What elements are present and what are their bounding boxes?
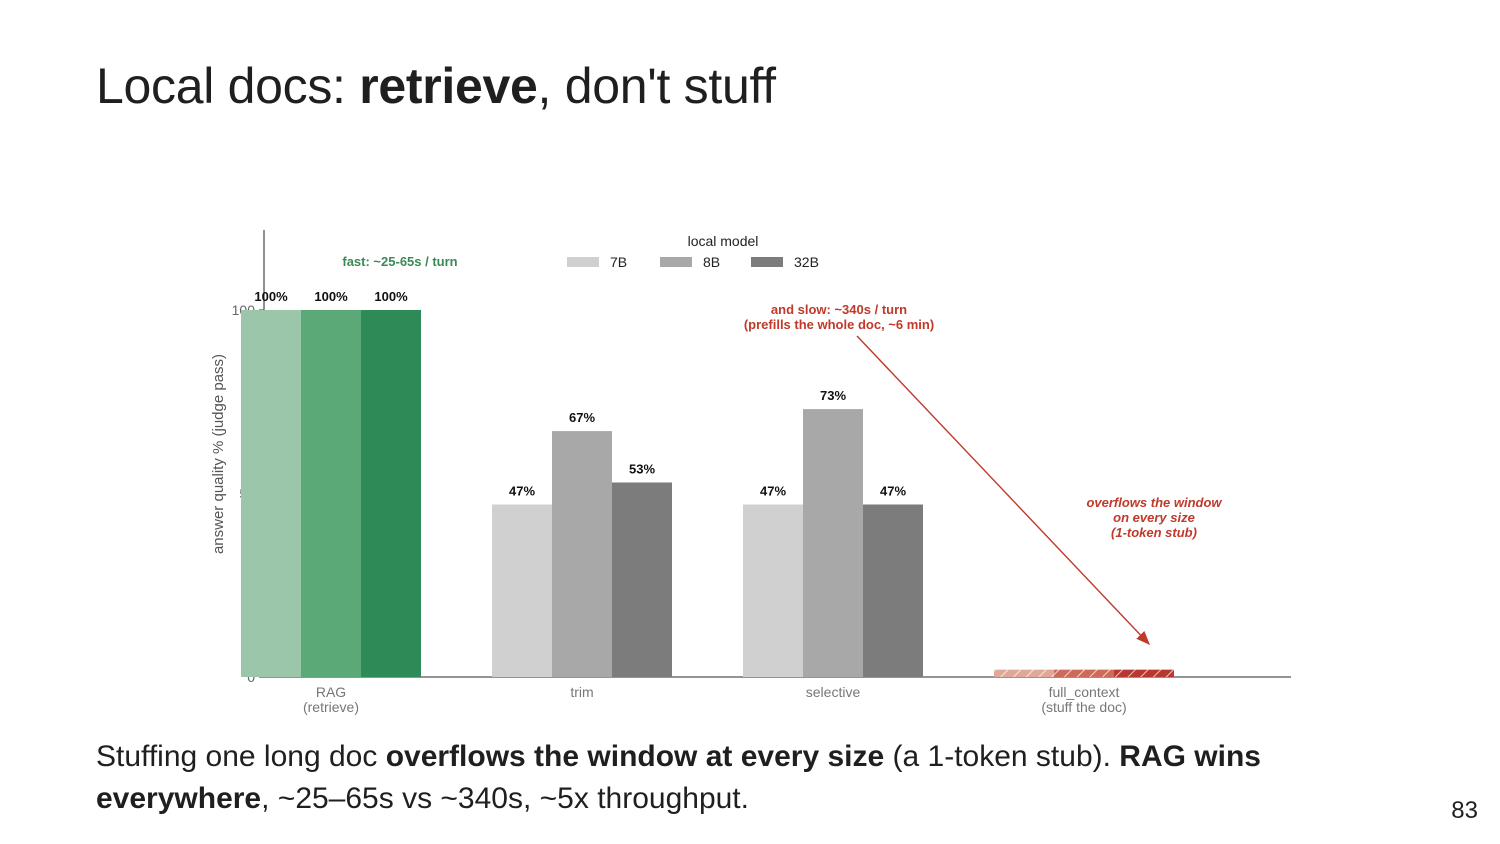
legend-label: 32B	[794, 254, 819, 270]
legend-swatch-32B	[751, 257, 783, 267]
data-label: 47%	[760, 484, 786, 499]
bar-trim-8B	[552, 431, 612, 677]
legend-title: local model	[688, 233, 759, 249]
bar-hatch-7B	[994, 669, 1054, 677]
data-label: 73%	[820, 388, 846, 403]
data-label: 100%	[374, 289, 408, 304]
slide-title: Local docs: retrieve, don't stuff	[96, 58, 776, 114]
bar-RAG-8B	[301, 310, 361, 677]
annotation-arrow	[856, 335, 1150, 646]
annotation-slow-line2: (prefills the whole doc, ~6 min)	[744, 317, 934, 332]
annotation-overflow-line: on every size	[1113, 510, 1195, 525]
data-label: 53%	[629, 461, 655, 476]
bar-trim-7B	[492, 504, 552, 677]
bar-selective-8B	[803, 409, 863, 677]
data-label: 100%	[314, 289, 348, 304]
annotation-fast: fast: ~25-65s / turn	[342, 254, 457, 269]
annotation-overflow-line: overflows the window	[1086, 495, 1222, 510]
x-tick-label: RAG	[316, 684, 346, 700]
bar-RAG-7B	[241, 310, 301, 677]
annotation-overflow-line: (1-token stub)	[1111, 525, 1197, 540]
bar-hatch-32B	[1114, 669, 1174, 677]
legend-label: 7B	[610, 254, 627, 270]
data-label: 100%	[254, 289, 288, 304]
caption-text: Stuffing one long doc	[96, 740, 386, 773]
bar-hatch-8B	[1054, 669, 1114, 677]
x-tick-label: full_context	[1049, 684, 1120, 700]
y-axis-label: answer quality % (judge pass)	[210, 354, 227, 554]
x-tick-sublabel: (stuff the doc)	[1041, 699, 1126, 715]
legend-swatch-7B	[567, 257, 599, 267]
data-label: 67%	[569, 410, 595, 425]
page-number: 83	[1451, 797, 1478, 824]
caption-emphasis: overflows the window at every size	[385, 740, 885, 773]
x-tick-label: trim	[570, 684, 593, 700]
data-label: 47%	[509, 484, 535, 499]
chart-container: 050100answer quality % (judge pass)100%1…	[195, 222, 1305, 722]
legend-swatch-8B	[660, 257, 692, 267]
bar-chart: 050100answer quality % (judge pass)100%1…	[210, 230, 1291, 715]
caption-text: (a 1-token stub).	[884, 740, 1120, 773]
bar-trim-32B	[612, 482, 672, 677]
annotation-slow-line1: and slow: ~340s / turn	[771, 302, 907, 317]
data-label: 47%	[880, 484, 906, 499]
x-tick-label: selective	[806, 684, 861, 700]
caption-emphasis: RAG wins everywhere	[96, 740, 1261, 815]
x-tick-sublabel: (retrieve)	[303, 699, 359, 715]
bar-selective-7B	[743, 504, 803, 677]
slide-caption: Stuffing one long doc overflows the wind…	[96, 736, 1416, 820]
legend-label: 8B	[703, 254, 720, 270]
bar-selective-32B	[863, 504, 923, 677]
caption-text: , ~25–65s vs ~340s, ~5x throughput.	[261, 782, 749, 815]
bar-RAG-32B	[361, 310, 421, 677]
